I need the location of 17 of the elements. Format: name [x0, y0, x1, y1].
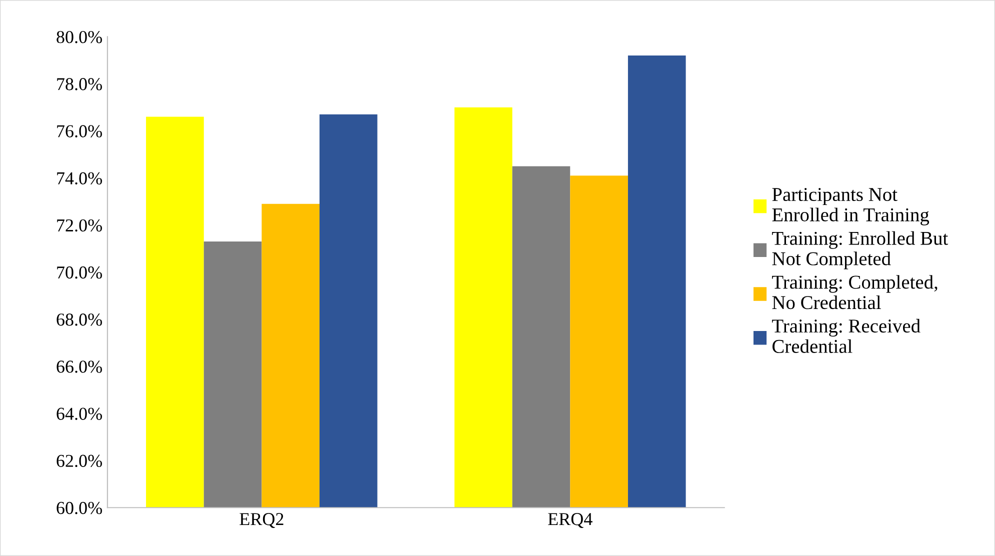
- y-tick-label: 60.0%: [56, 502, 102, 514]
- y-tick-label: 66.0%: [56, 360, 102, 373]
- legend-label: Training: Received Credential: [772, 318, 920, 354]
- y-tick-label: 62.0%: [56, 454, 102, 468]
- y-tick-label: 68.0%: [56, 314, 102, 326]
- legend-label: Participants Not Enrolled in Training: [772, 188, 930, 226]
- x-tick-label: ERQ2: [240, 513, 284, 528]
- x-tick-label: ERQ4: [548, 513, 592, 528]
- y-tick-label: 76.0%: [57, 125, 102, 138]
- legend-label: Training: Enrolled But Not Completed: [772, 231, 948, 270]
- y-tick-label: 72.0%: [57, 219, 102, 232]
- y-tick-label: 74.0%: [57, 172, 102, 184]
- legend-label: Training: Completed, No Credential: [772, 275, 938, 310]
- y-tick-label: 78.0%: [57, 78, 102, 90]
- y-tick-label: 70.0%: [57, 266, 102, 279]
- y-tick-label: 64.0%: [56, 408, 102, 420]
- y-tick-label: 80.0%: [56, 30, 102, 44]
